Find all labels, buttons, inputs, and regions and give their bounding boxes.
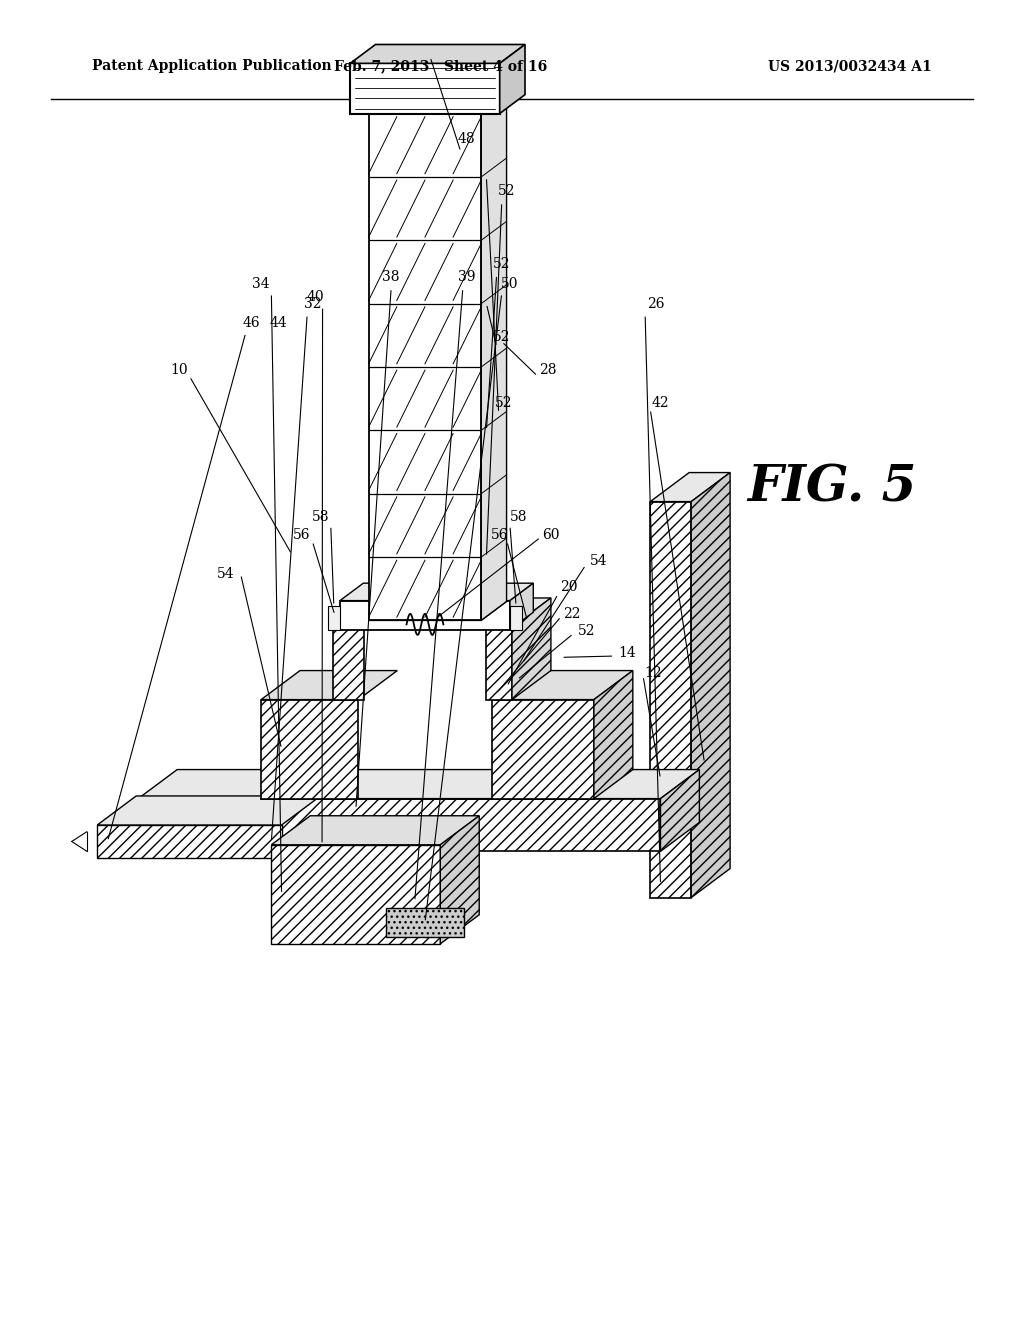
Text: 10: 10 [170,363,188,376]
Polygon shape [492,671,633,700]
Text: FIG. 5: FIG. 5 [748,463,916,513]
Text: 58: 58 [311,511,330,524]
Polygon shape [350,63,500,114]
Polygon shape [261,671,397,700]
Polygon shape [369,114,481,620]
Text: 22: 22 [562,607,581,620]
Text: 28: 28 [539,363,557,376]
Text: 20: 20 [559,581,578,594]
Polygon shape [350,45,525,63]
Text: 14: 14 [617,647,636,660]
Text: 32: 32 [303,297,322,310]
Text: Patent Application Publication: Patent Application Publication [92,59,332,74]
Text: 34: 34 [252,277,270,290]
Polygon shape [328,606,340,630]
Text: 38: 38 [382,271,400,284]
Polygon shape [650,473,730,502]
Polygon shape [594,671,633,799]
Polygon shape [340,583,534,601]
Text: 42: 42 [651,396,670,409]
Text: 12: 12 [644,667,663,680]
Polygon shape [510,606,522,630]
Polygon shape [261,700,358,799]
Polygon shape [340,601,510,630]
Text: 46: 46 [242,317,260,330]
Text: US 2013/0032434 A1: US 2013/0032434 A1 [768,59,932,74]
Polygon shape [138,799,660,851]
Polygon shape [510,583,534,630]
Polygon shape [333,598,402,627]
Polygon shape [138,770,699,799]
Polygon shape [691,473,730,898]
Text: 48: 48 [457,132,475,145]
Text: 52: 52 [578,624,596,638]
Text: 60: 60 [542,528,560,541]
Polygon shape [97,796,321,825]
Polygon shape [512,598,551,700]
Text: 54: 54 [216,568,234,581]
Text: 52: 52 [493,257,511,271]
Polygon shape [650,502,691,898]
Text: 52: 52 [498,185,516,198]
Polygon shape [333,627,364,700]
Text: 52: 52 [495,396,513,409]
Text: Feb. 7, 2013   Sheet 4 of 16: Feb. 7, 2013 Sheet 4 of 16 [334,59,547,74]
Polygon shape [500,45,525,114]
Polygon shape [97,825,282,858]
Text: 26: 26 [646,297,665,310]
Text: 44: 44 [269,317,288,330]
Text: 40: 40 [306,290,325,304]
Polygon shape [271,845,440,944]
Text: 50: 50 [501,277,519,290]
Text: 39: 39 [458,271,476,284]
Polygon shape [481,95,507,620]
Polygon shape [386,908,464,937]
Polygon shape [492,700,594,799]
Text: 56: 56 [293,528,311,541]
Text: 54: 54 [590,554,608,568]
Polygon shape [271,816,479,845]
Polygon shape [486,627,512,700]
Text: 56: 56 [490,528,509,541]
Text: 52: 52 [493,330,511,343]
Text: 58: 58 [509,511,527,524]
Polygon shape [660,770,699,851]
Polygon shape [486,598,551,627]
Polygon shape [440,816,479,944]
